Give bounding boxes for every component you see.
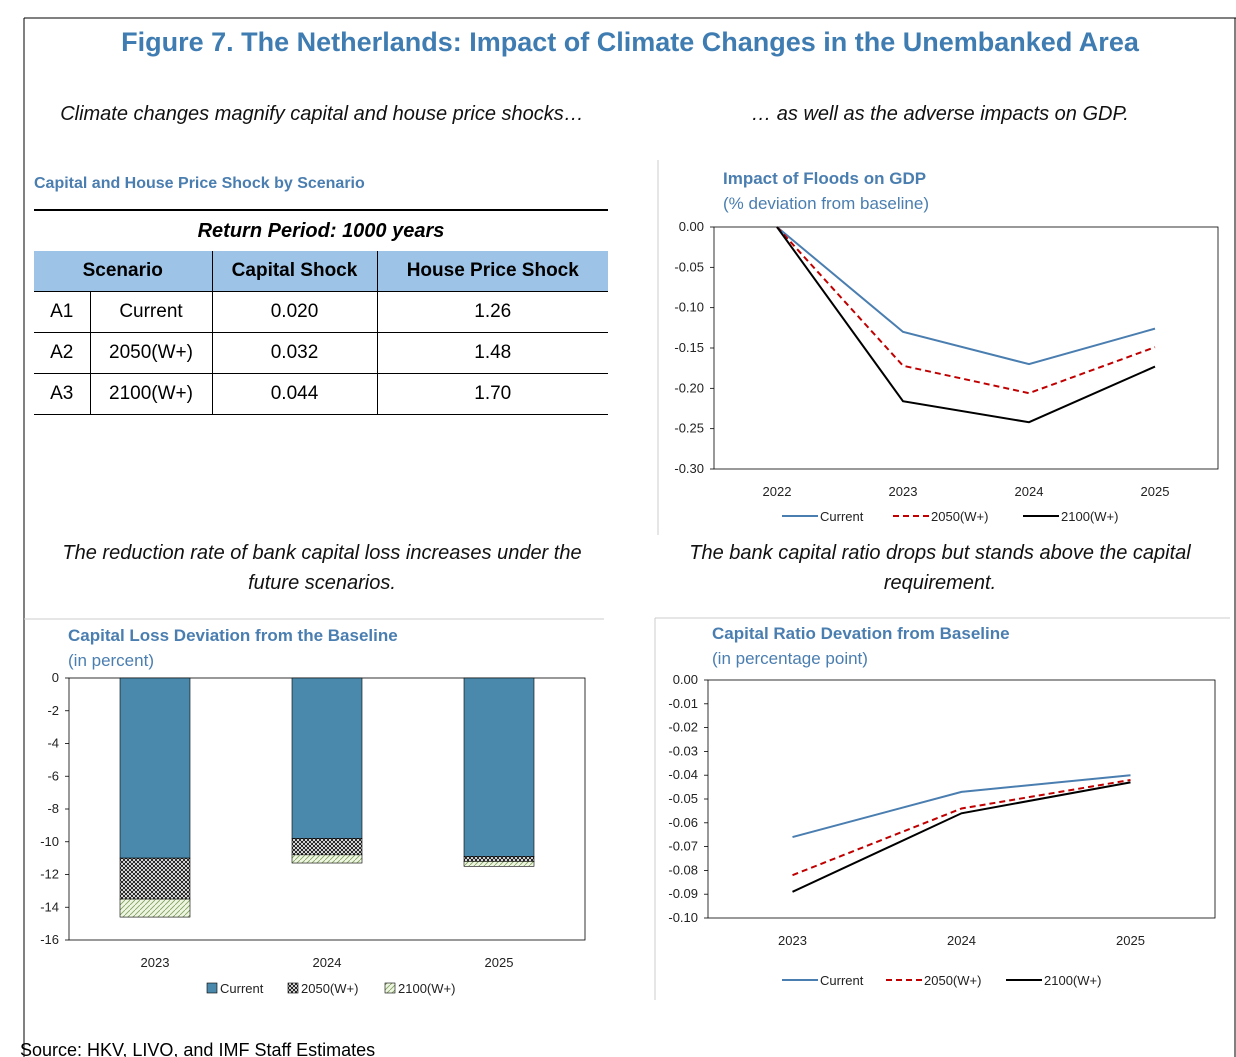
chart-title: Capital Loss Deviation from the Baseline: [68, 626, 398, 645]
x-tick-label: 2024: [313, 955, 342, 970]
y-tick-label: -0.10: [674, 300, 704, 315]
bar: [463, 861, 535, 867]
source: Source: HKV, LIVO, and IMF Staff Estimat…: [20, 1040, 375, 1057]
legend-label: Current: [820, 973, 864, 988]
legend-label: 2050(W+): [301, 981, 358, 996]
y-tick-label: -0.02: [668, 720, 698, 735]
table-caption: Return Period: 1000 years: [34, 209, 608, 251]
line-series: [776, 226, 1156, 424]
y-tick-label: -2: [47, 703, 59, 718]
bar: [119, 857, 191, 900]
legend-label: 2100(W+): [398, 981, 455, 996]
x-tick-label: 2023: [778, 933, 807, 948]
y-tick-label: -0.03: [668, 743, 698, 758]
chart-title: Impact of Floods on GDP: [723, 169, 926, 188]
y-tick-label: -0.10: [668, 910, 698, 925]
y-tick-label: 0: [52, 670, 59, 685]
header-cell: Capital Shock: [211, 251, 377, 292]
line-series: [776, 226, 1156, 366]
y-tick-label: -0.04: [668, 767, 698, 782]
cell: 0.032: [211, 332, 377, 374]
caption: The reduction rate of bank capital loss …: [62, 542, 581, 564]
y-tick-label: -0.07: [668, 839, 698, 854]
y-tick-label: -8: [47, 801, 59, 816]
caption: requirement.: [884, 572, 996, 594]
line-series: [792, 774, 1131, 839]
x-tick-label: 2023: [141, 955, 170, 970]
cell: A1: [34, 291, 90, 333]
x-tick-label: 2025: [1141, 484, 1170, 499]
cell: 2100(W+): [89, 373, 212, 415]
caption: Climate changes magnify capital and hous…: [60, 103, 584, 125]
x-tick-label: 2023: [889, 484, 918, 499]
x-tick-label: 2025: [485, 955, 514, 970]
chart-subtitle: (in percent): [68, 651, 154, 670]
y-tick-label: -0.05: [668, 791, 698, 806]
cell: 1.48: [376, 332, 608, 374]
legend-label: 2100(W+): [1044, 973, 1101, 988]
line-series: [792, 781, 1131, 893]
cell: A3: [34, 373, 90, 415]
y-tick-label: -6: [47, 768, 59, 783]
y-tick-label: -14: [40, 899, 59, 914]
bar: [119, 677, 191, 859]
bar: [291, 854, 363, 864]
x-tick-label: 2024: [947, 933, 976, 948]
y-tick-label: -0.05: [674, 259, 704, 274]
y-tick-label: -0.20: [674, 380, 704, 395]
y-tick-label: -0.09: [668, 886, 698, 901]
header-cell: Scenario: [34, 251, 212, 292]
table: Return Period: 1000 years Scenario Capit…: [34, 209, 608, 415]
cell: 0.020: [211, 291, 377, 333]
legend-label: 2050(W+): [924, 973, 981, 988]
cell: Current: [89, 291, 212, 333]
y-tick-label: -10: [40, 834, 59, 849]
y-tick-label: -0.25: [674, 421, 704, 436]
caption: The bank capital ratio drops but stands …: [689, 542, 1191, 564]
y-tick-label: -0.01: [668, 696, 698, 711]
y-tick-label: -16: [40, 932, 59, 947]
caption: future scenarios.: [248, 572, 396, 594]
figure-title: Figure 7. The Netherlands: Impact of Cli…: [121, 27, 1140, 57]
y-tick-label: 0.00: [673, 672, 698, 687]
x-tick-label: 2024: [1015, 484, 1044, 499]
chart-subtitle: (% deviation from baseline): [723, 194, 929, 213]
plot-frame: [707, 679, 1216, 919]
y-tick-label: -12: [40, 867, 59, 882]
bar: [463, 856, 535, 862]
chart-title: Capital Ratio Devation from Baseline: [712, 624, 1010, 643]
line-series: [792, 778, 1131, 877]
x-tick-label: 2025: [1116, 933, 1145, 948]
legend-label: 2100(W+): [1061, 509, 1118, 524]
y-tick-label: -0.15: [674, 340, 704, 355]
x-tick-label: 2022: [763, 484, 792, 499]
caption: … as well as the adverse impacts on GDP.: [751, 103, 1129, 125]
bar: [291, 677, 363, 839]
chart-subtitle: (in percentage point): [712, 649, 868, 668]
header-cell: House Price Shock: [376, 251, 608, 292]
y-tick-label: 0.00: [679, 219, 704, 234]
cell: 1.70: [376, 373, 608, 415]
cell: 2050(W+): [89, 332, 212, 374]
y-tick-label: -0.30: [674, 461, 704, 476]
legend-swatch: [206, 982, 218, 994]
cell: A2: [34, 332, 90, 374]
cell: 0.044: [211, 373, 377, 415]
legend-swatch: [287, 982, 299, 994]
y-tick-label: -4: [47, 736, 59, 751]
bar: [291, 838, 363, 856]
table-title: Capital and House Price Shock by Scenari…: [34, 175, 365, 192]
legend-swatch: [384, 982, 396, 994]
legend-label: 2050(W+): [931, 509, 988, 524]
cell: 1.26: [376, 291, 608, 333]
bar: [119, 898, 191, 918]
legend-label: Current: [820, 509, 864, 524]
legend-label: Current: [220, 981, 264, 996]
line-series: [776, 226, 1156, 395]
y-tick-label: -0.08: [668, 862, 698, 877]
bar: [463, 677, 535, 857]
y-tick-label: -0.06: [668, 815, 698, 830]
